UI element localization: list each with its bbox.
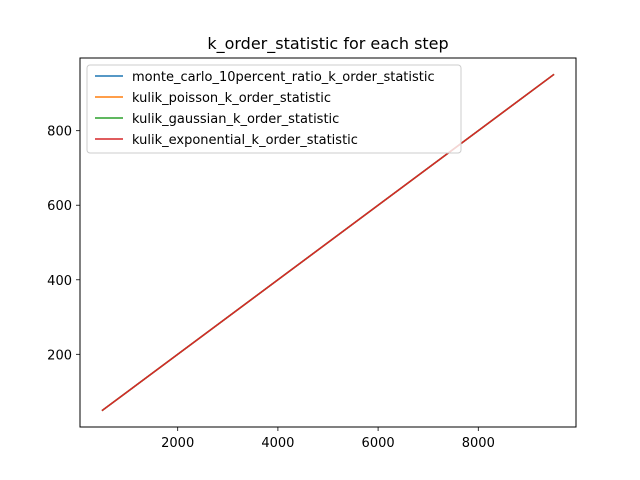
legend-label-2: kulik_poisson_k_order_statistic bbox=[132, 91, 331, 106]
y-tick-label: 200 bbox=[47, 348, 72, 363]
x-tick-label: 4000 bbox=[261, 436, 294, 451]
x-tick-label: 8000 bbox=[462, 436, 495, 451]
legend-label-1: monte_carlo_10percent_ratio_k_order_stat… bbox=[132, 70, 435, 85]
legend: monte_carlo_10percent_ratio_k_order_stat… bbox=[86, 64, 462, 154]
series-layer bbox=[101, 73, 555, 412]
legend-items: monte_carlo_10percent_ratio_k_order_stat… bbox=[95, 70, 435, 148]
y-tick-label: 600 bbox=[47, 199, 72, 214]
y-tick-label: 400 bbox=[47, 274, 72, 289]
legend-label-3: kulik_gaussian_k_order_statistic bbox=[132, 112, 339, 127]
x-tick-label: 2000 bbox=[161, 436, 194, 451]
legend-label-4: kulik_exponential_k_order_statistic bbox=[132, 133, 358, 148]
chart-title: k_order_statistic for each step bbox=[207, 34, 448, 54]
legend-frame bbox=[86, 64, 462, 154]
plot-frame bbox=[79, 57, 577, 428]
x-axis: 2000 4000 6000 8000 bbox=[161, 427, 495, 451]
y-axis: 200 400 600 800 bbox=[47, 125, 80, 363]
series-line-4 bbox=[101, 73, 555, 412]
y-tick-label: 800 bbox=[47, 125, 72, 140]
x-tick-label: 6000 bbox=[362, 436, 395, 451]
